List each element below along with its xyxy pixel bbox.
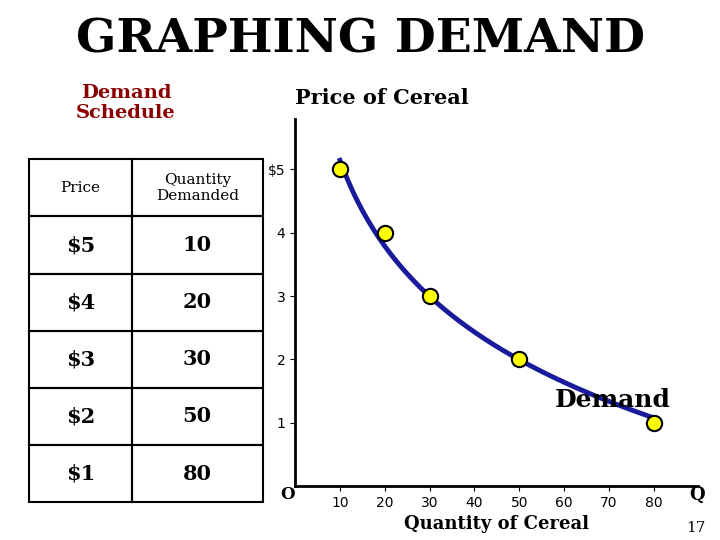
- Text: 10: 10: [183, 235, 212, 255]
- Text: $2: $2: [66, 407, 95, 427]
- Text: Quantity
Demanded: Quantity Demanded: [156, 173, 239, 203]
- Text: Demand: Demand: [555, 388, 671, 412]
- Text: $4: $4: [66, 292, 95, 312]
- Text: $1: $1: [66, 464, 95, 484]
- Text: Demand
Schedule: Demand Schedule: [76, 84, 176, 123]
- Point: [648, 418, 660, 427]
- Point: [424, 292, 436, 300]
- Text: $3: $3: [66, 349, 95, 369]
- X-axis label: Quantity of Cereal: Quantity of Cereal: [405, 515, 589, 534]
- Text: Price: Price: [60, 181, 100, 195]
- Text: GRAPHING DEMAND: GRAPHING DEMAND: [76, 16, 644, 62]
- Text: 20: 20: [183, 292, 212, 312]
- Text: 30: 30: [183, 349, 212, 369]
- Point: [379, 228, 390, 237]
- Text: Price of Cereal: Price of Cereal: [295, 88, 469, 108]
- Text: 50: 50: [183, 407, 212, 427]
- Text: Q: Q: [690, 486, 705, 504]
- Text: O: O: [281, 486, 295, 503]
- Point: [513, 355, 525, 364]
- Point: [334, 165, 346, 174]
- Text: 80: 80: [183, 464, 212, 484]
- Text: 17: 17: [686, 521, 706, 535]
- Text: $5: $5: [66, 235, 95, 255]
